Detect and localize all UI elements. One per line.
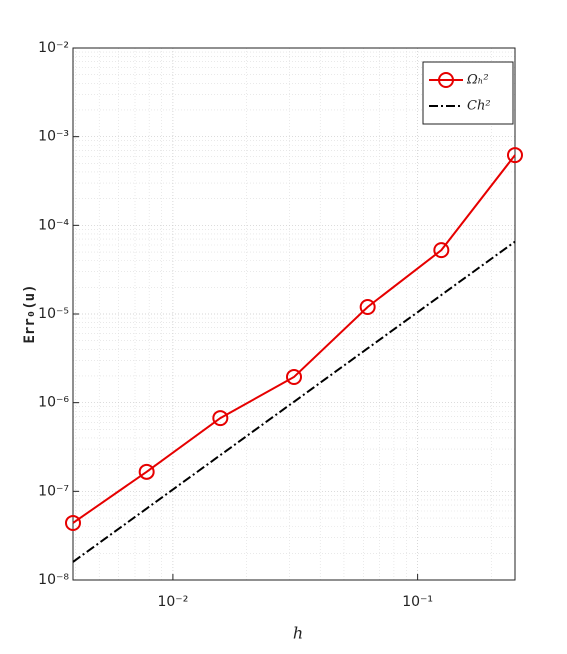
y-tick-label: 10⁻⁶ xyxy=(38,395,69,411)
y-tick-label: 10⁻³ xyxy=(38,129,69,145)
y-axis-label: Err₀(u) xyxy=(22,284,38,343)
legend-label: Ch² xyxy=(467,99,491,114)
marker xyxy=(212,410,229,427)
legend-label: Ωₕ² xyxy=(466,73,489,88)
marker xyxy=(65,514,81,531)
y-tick-label: 10⁻⁷ xyxy=(38,483,69,499)
plot-frame xyxy=(72,47,516,581)
marker xyxy=(433,242,450,259)
x-tick-label: 10⁻¹ xyxy=(402,594,433,610)
series-line xyxy=(72,154,516,524)
marker xyxy=(138,463,155,480)
y-tick-label: 10⁻⁸ xyxy=(38,572,69,588)
y-tick-label: 10⁻⁴ xyxy=(38,217,69,233)
y-tick-label: 10⁻² xyxy=(38,40,69,56)
legend-box xyxy=(422,61,514,125)
marker xyxy=(286,368,302,385)
x-axis-label: h xyxy=(293,624,303,643)
series-line xyxy=(72,240,516,563)
marker xyxy=(359,298,376,315)
x-tick-label: 10⁻² xyxy=(157,594,188,610)
y-tick-label: 10⁻⁵ xyxy=(38,306,69,322)
legend-marker xyxy=(438,72,454,88)
legend: Ωₕ² Ch² xyxy=(422,61,514,125)
marker xyxy=(507,147,523,164)
